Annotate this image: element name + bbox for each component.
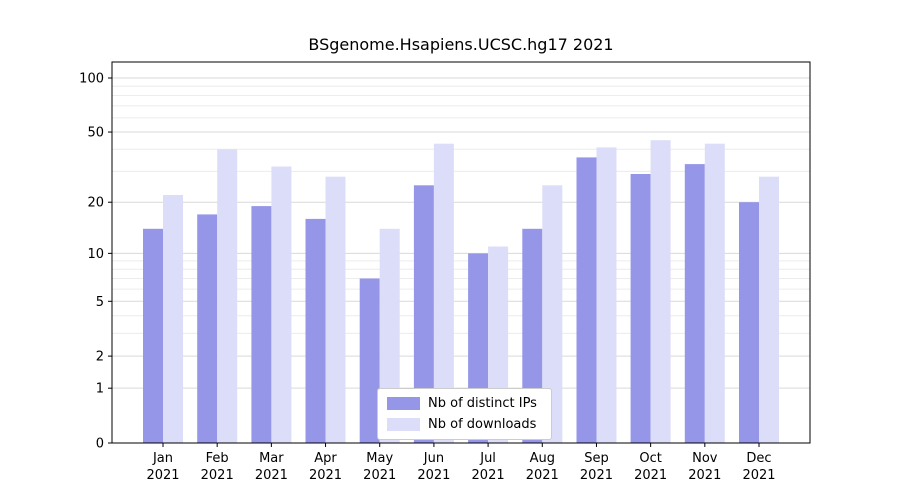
x-tick-label-month: Jan [152, 451, 173, 466]
x-tick-label-month: Oct [639, 451, 661, 466]
bar-distinct-ips-apr [305, 218, 326, 443]
x-tick-label-year: 2021 [472, 468, 505, 483]
legend-swatch-downloads [387, 418, 420, 431]
y-tick-label: 100 [79, 72, 104, 87]
bar-downloads-feb [217, 149, 238, 444]
x-tick-label-month: Jun [423, 451, 444, 466]
x-tick-label-month: May [366, 451, 393, 466]
legend-label-downloads: Nb of downloads [428, 417, 537, 432]
bar-downloads-oct [650, 140, 671, 443]
legend-item-distinct-ips: Nb of distinct IPs [387, 396, 537, 411]
bar-distinct-ips-jan [143, 228, 163, 443]
x-tick-label-month: Dec [746, 451, 771, 466]
legend-label-distinct-ips: Nb of distinct IPs [428, 396, 537, 411]
x-tick-label-year: 2021 [363, 468, 396, 483]
x-tick-label-year: 2021 [742, 468, 775, 483]
bar-downloads-aug [542, 185, 563, 444]
x-tick-label-year: 2021 [688, 468, 721, 483]
plot-border [111, 61, 811, 444]
y-tick-label: 1 [96, 382, 104, 397]
x-tick-label-year: 2021 [526, 468, 559, 483]
x-tick-label-month: Feb [206, 451, 229, 466]
y-tick-label: 0 [96, 437, 104, 452]
legend: Nb of distinct IPs Nb of downloads [377, 388, 552, 440]
bar-distinct-ips-mar [251, 206, 272, 443]
bar-distinct-ips-nov [684, 164, 705, 443]
legend-item-downloads: Nb of downloads [387, 417, 537, 432]
bar-downloads-sep [596, 147, 617, 443]
bar-distinct-ips-oct [630, 174, 651, 443]
bar-downloads-apr [325, 176, 346, 443]
bar-downloads-jun [433, 143, 454, 443]
x-tick-label-year: 2021 [417, 468, 450, 483]
x-tick-label-year: 2021 [201, 468, 234, 483]
x-tick-label-month: Apr [314, 451, 337, 466]
y-tick-label: 50 [87, 126, 104, 141]
chart-title: BSgenome.Hsapiens.UCSC.hg17 2021 [308, 35, 614, 54]
y-tick-label: 2 [96, 350, 104, 365]
x-tick-label-month: Aug [530, 451, 555, 466]
y-tick-label: 5 [96, 295, 104, 310]
x-tick-label-year: 2021 [634, 468, 667, 483]
bar-downloads-jan [163, 195, 183, 443]
x-tick-label-month: Nov [692, 451, 718, 466]
x-tick-label-year: 2021 [580, 468, 613, 483]
bar-downloads-dec [759, 176, 779, 443]
bar-distinct-ips-feb [197, 214, 218, 443]
bar-distinct-ips-sep [576, 157, 597, 443]
bar-distinct-ips-jun [413, 185, 434, 444]
bar-distinct-ips-dec [739, 202, 759, 443]
x-tick-label-year: 2021 [309, 468, 342, 483]
y-tick-label: 20 [87, 196, 104, 211]
legend-swatch-distinct-ips [387, 397, 420, 410]
y-tick-label: 10 [87, 247, 104, 262]
bar-distinct-ips-may [359, 278, 380, 443]
bar-downloads-nov [704, 143, 725, 443]
x-tick-label-month: Jul [479, 451, 496, 466]
x-tick-label-year: 2021 [255, 468, 288, 483]
x-tick-label-year: 2021 [146, 468, 179, 483]
bar-downloads-mar [271, 166, 292, 443]
x-tick-label-month: Sep [584, 451, 609, 466]
x-tick-label-month: Mar [259, 451, 284, 466]
